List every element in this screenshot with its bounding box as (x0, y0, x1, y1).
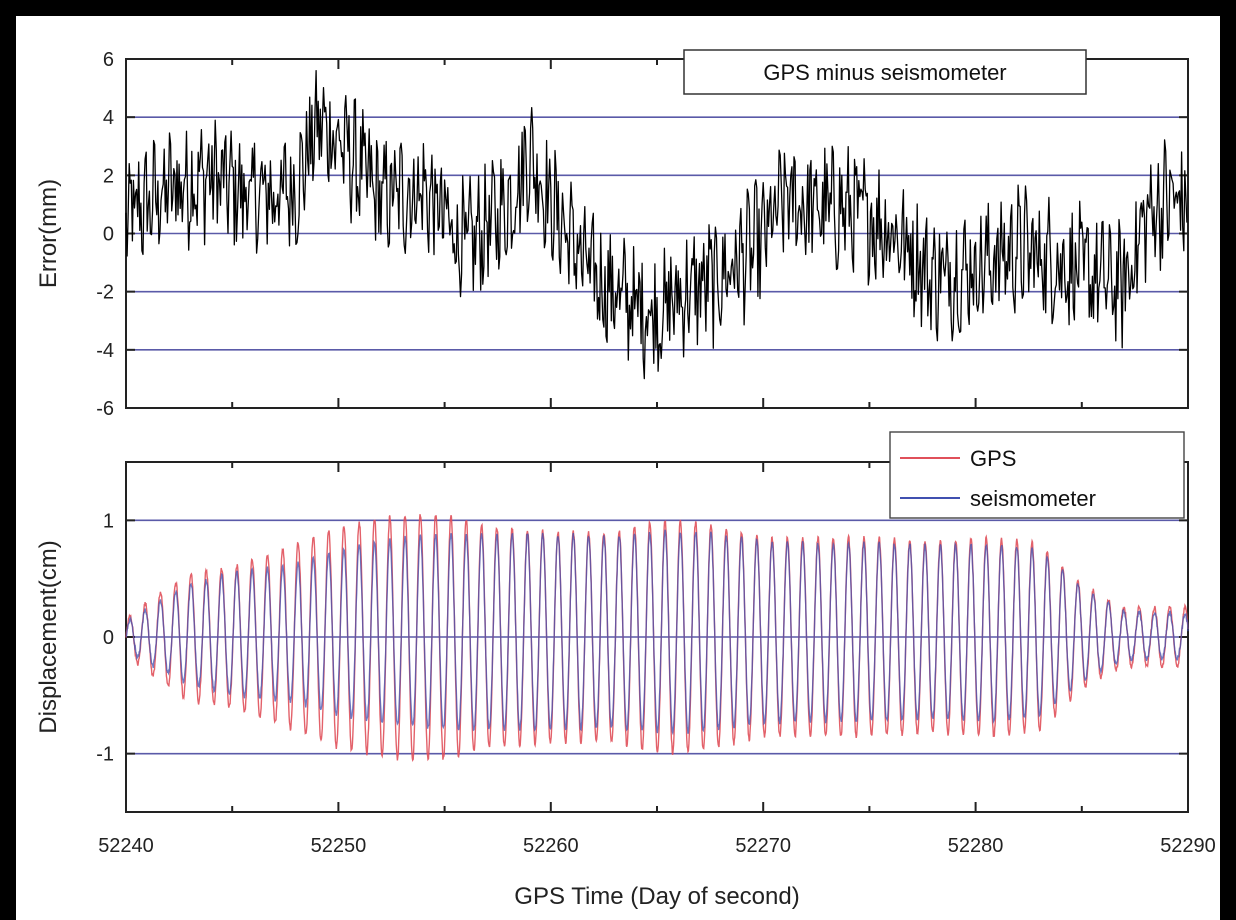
annotation-box (683, 49, 1087, 95)
x-tick-label: 52250 (311, 835, 367, 857)
annotation-text: GPS minus seismometer (763, 60, 1006, 85)
x-tick-label: 52260 (523, 835, 579, 857)
seismometer-series-line (125, 529, 1189, 736)
annotation-frame (683, 49, 1087, 95)
y-tick-label: 0 (103, 627, 114, 649)
legend-label: GPS (970, 446, 1016, 471)
chart-svg: -6 -4 -2 0 2 4 6 Error(mm) GPS minus seismometer… (35, 49, 1216, 910)
legend-label: seismometer (970, 486, 1096, 511)
y-tick-label: 0 (103, 224, 114, 246)
panel-0 (125, 58, 1189, 409)
error-series-line (125, 69, 1188, 380)
x-tick-label: 52280 (948, 835, 1004, 857)
y-tick-label: -6 (96, 398, 114, 420)
x-tick-label: 52270 (735, 835, 791, 857)
y-tick-label: -2 (96, 282, 114, 304)
y-tick-label: -1 (96, 744, 114, 766)
x-axis-title: GPS Time (Day of second) (514, 883, 799, 910)
y-tick-label: -4 (96, 340, 114, 362)
x-tick-label: 52240 (98, 835, 154, 857)
chart-figure: -6 -4 -2 0 2 4 6 Error(mm) GPS minus seismometer… (16, 16, 1220, 920)
legend-frame (889, 431, 1185, 519)
y-tick-label: 6 (103, 49, 114, 71)
y-tick-label: 1 (103, 510, 114, 532)
y-tick-label: 4 (103, 107, 114, 129)
x-tick-label: 52290 (1160, 835, 1216, 857)
y-tick-label: 2 (103, 165, 114, 187)
legend (889, 431, 1185, 519)
y-axis-title: Error(mm) (35, 179, 62, 288)
y-axis-title: Displacement(cm) (35, 540, 62, 733)
